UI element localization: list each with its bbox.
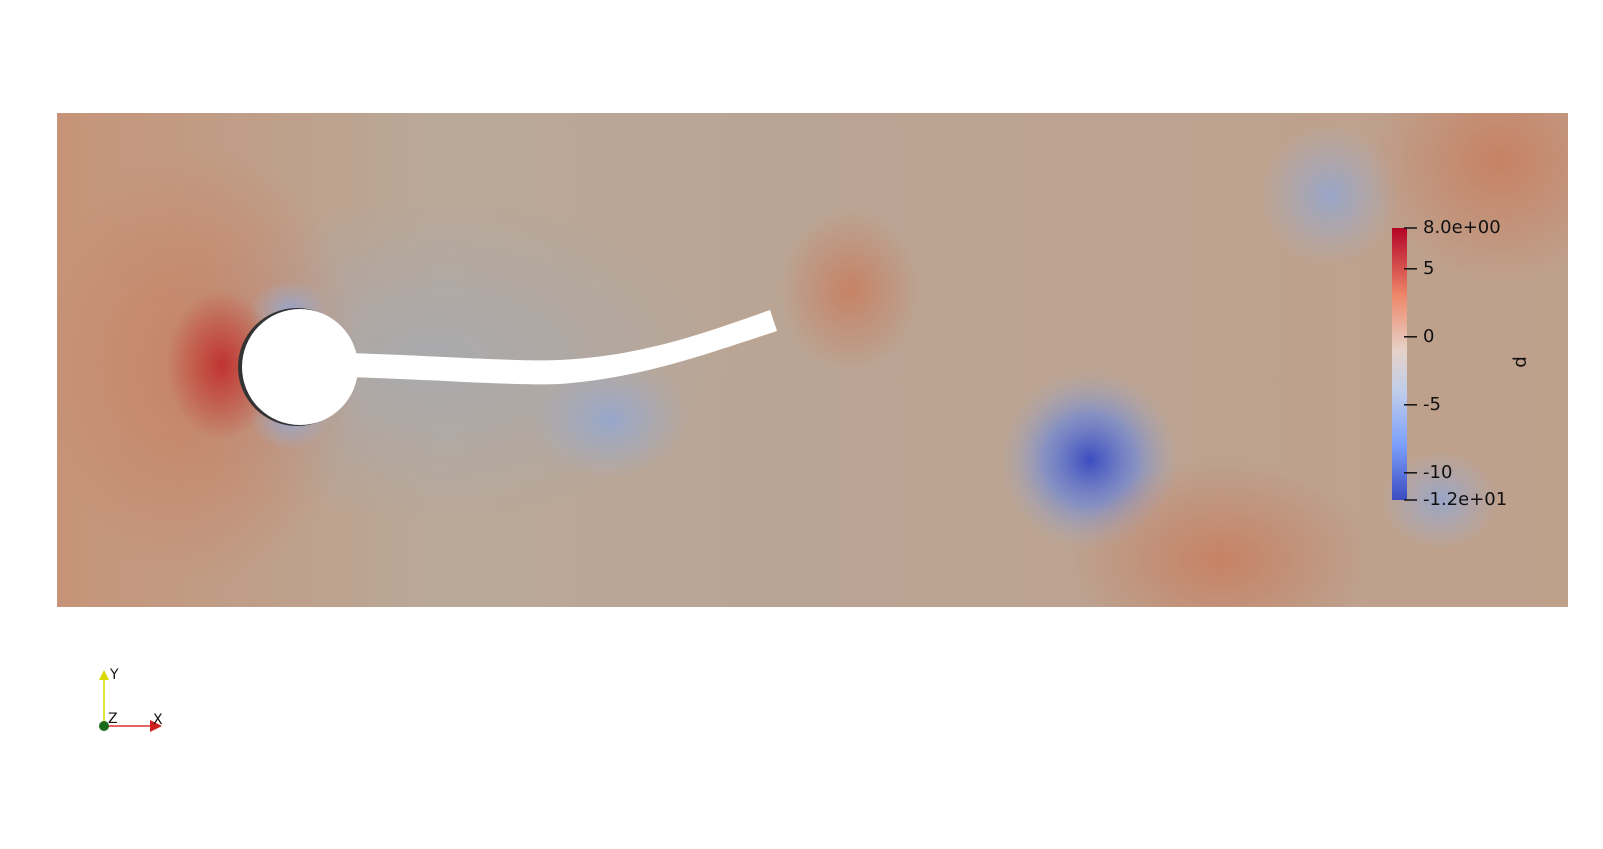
axis-label: Y bbox=[109, 667, 119, 683]
pressure-field bbox=[57, 113, 1568, 607]
cylinder bbox=[242, 309, 358, 425]
axes-triad: Y Z X bbox=[99, 667, 163, 732]
colorbar-tick-label: 0 bbox=[1423, 326, 1434, 347]
colorbar bbox=[1392, 228, 1407, 500]
colorbar-tick-label: -10 bbox=[1423, 462, 1452, 483]
flag bbox=[350, 310, 777, 385]
colorbar-tick-label: 5 bbox=[1423, 258, 1434, 279]
colorbar-tick-label: 8.0e+00 bbox=[1423, 217, 1501, 238]
axis-label: Z bbox=[108, 711, 118, 727]
colorbar-tick-label: -5 bbox=[1423, 394, 1441, 415]
axis-label: X bbox=[153, 712, 163, 728]
colorbar-title: p bbox=[1511, 356, 1532, 367]
colorbar-tick-label: -1.2e+01 bbox=[1423, 489, 1507, 510]
